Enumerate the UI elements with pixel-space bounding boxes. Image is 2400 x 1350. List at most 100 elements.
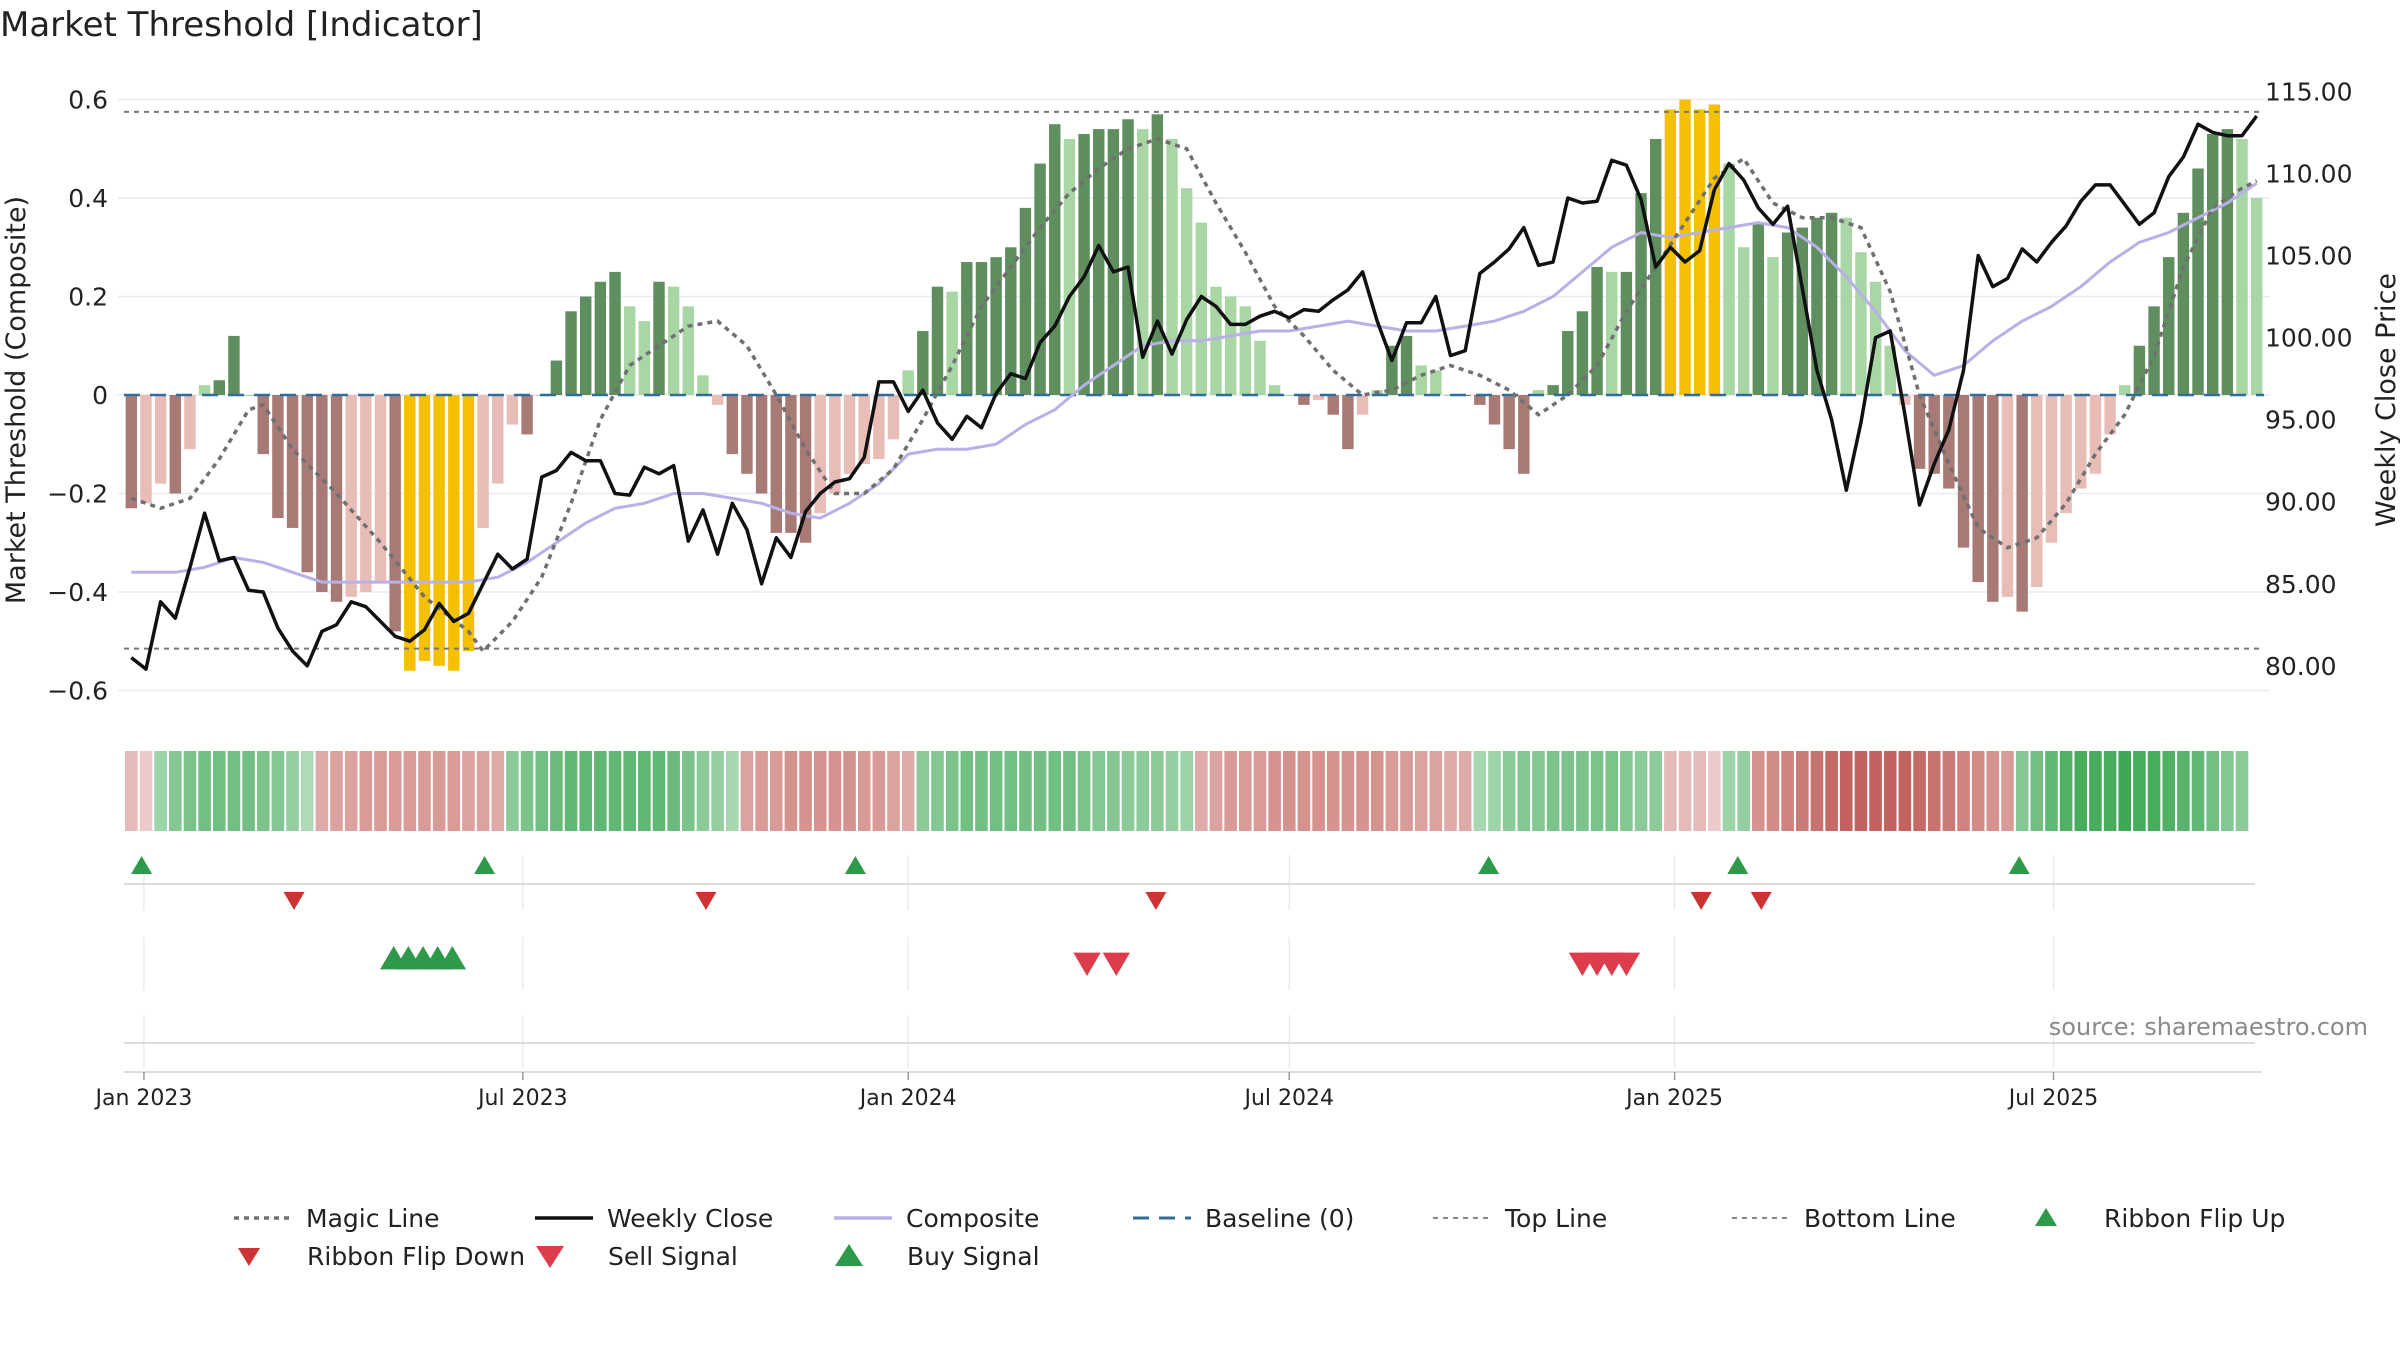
ribbon-cell xyxy=(2162,751,2176,831)
ribbon-flip-down-marker xyxy=(283,892,305,910)
y2-tick-label: 115.00 xyxy=(2265,77,2352,106)
x-tick-label: Jul 2025 xyxy=(2007,1086,2099,1111)
composite-bar xyxy=(2031,395,2043,588)
composite-bar xyxy=(389,395,401,632)
composite-bar xyxy=(433,395,445,666)
composite-bar xyxy=(2089,395,2102,474)
ribbon-cell xyxy=(1444,751,1457,831)
composite-bar xyxy=(2236,138,2248,395)
y2-tick-label: 105.00 xyxy=(2265,241,2352,270)
source-note: source: sharemaestro.com xyxy=(2049,1013,2368,1041)
ribbon-cell xyxy=(872,751,886,831)
ribbon-cell xyxy=(1693,751,1706,831)
x-tick-label: Jul 2023 xyxy=(476,1086,568,1111)
ribbon-cell xyxy=(1869,751,1882,831)
composite-bar xyxy=(902,370,914,395)
ribbon-cell xyxy=(212,751,226,831)
legend: Magic Line Weekly Close Composite Baseline … xyxy=(234,1204,2285,1271)
ribbon-cell xyxy=(1429,751,1443,831)
composite-bar xyxy=(2163,257,2175,395)
ribbon-cell xyxy=(1414,751,1428,831)
ribbon-cell xyxy=(901,751,915,831)
composite-bar xyxy=(1268,385,1281,395)
ribbon-cell xyxy=(1546,751,1560,831)
y2-tick-label: 80.00 xyxy=(2265,652,2337,681)
composite-bar xyxy=(1063,138,1076,395)
ribbon-cell xyxy=(682,751,695,831)
ribbon-cell xyxy=(1209,751,1223,831)
ribbon-flip-up-marker xyxy=(474,856,496,874)
composite-bar xyxy=(301,395,313,573)
composite-bar xyxy=(1928,395,1940,474)
weekly-close-line xyxy=(130,114,2259,671)
ribbon-cell xyxy=(315,751,329,831)
ribbon-cell xyxy=(1576,751,1589,831)
ribbon-cell xyxy=(432,751,446,831)
composite-bar xyxy=(917,330,929,395)
composite-bar xyxy=(2001,395,2014,597)
ribbon-flip-down-marker xyxy=(1750,892,1772,910)
y2-tick-label: 85.00 xyxy=(2265,570,2337,599)
composite-bar xyxy=(1855,252,1867,395)
composite-bar xyxy=(1283,395,1295,396)
legend-swatch xyxy=(2035,1208,2057,1226)
ribbon-cell xyxy=(2191,751,2205,831)
ribbon-cell xyxy=(1766,751,1780,831)
ribbon-cell xyxy=(1986,751,2000,831)
composite-bar xyxy=(1987,395,1999,602)
ribbon-cell xyxy=(1502,751,1516,831)
ribbon-cell xyxy=(887,751,900,831)
composite-bar xyxy=(462,395,475,652)
ribbon-cell xyxy=(1517,751,1531,831)
composite-bar xyxy=(1298,395,1310,405)
ribbon-cell xyxy=(1268,751,1281,831)
composite-bar xyxy=(1679,99,1691,395)
y-tick-label: −0.2 xyxy=(47,479,108,508)
ribbon-cell xyxy=(1238,751,1252,831)
legend-label: Weekly Close xyxy=(607,1204,773,1233)
ribbon-cell xyxy=(2118,751,2132,831)
series-lines xyxy=(124,110,2264,671)
buy-signal-marker xyxy=(438,946,466,970)
composite-bar xyxy=(946,291,958,395)
composite-bar xyxy=(2250,198,2263,395)
ribbon-cell xyxy=(1151,751,1164,831)
ribbon-cell xyxy=(740,751,754,831)
composite-bar xyxy=(272,395,284,519)
composite-bar xyxy=(316,395,328,592)
composite-bar xyxy=(550,360,563,395)
composite-bar xyxy=(1737,247,1750,395)
composite-bar xyxy=(477,395,489,528)
ribbon-cell xyxy=(564,751,578,831)
sell-signal-marker xyxy=(1612,952,1641,976)
composite-bar xyxy=(682,306,695,395)
composite-bar xyxy=(1386,345,1398,395)
ribbon-cell xyxy=(1312,751,1325,831)
composite-bar xyxy=(843,395,856,474)
composite-bar xyxy=(1122,119,1134,395)
composite-bar xyxy=(184,395,196,450)
ribbon-cell xyxy=(1370,751,1384,831)
legend-swatch xyxy=(835,1244,863,1266)
ribbon-cell xyxy=(491,751,505,831)
composite-bar xyxy=(1532,390,1545,395)
ribbon-cell xyxy=(813,751,827,831)
legend-label: Bottom Line xyxy=(1804,1204,1956,1233)
ribbon-cell xyxy=(476,751,490,831)
composite-bar xyxy=(1224,296,1237,395)
composite-bar xyxy=(990,257,1002,395)
composite-bar xyxy=(1430,370,1442,395)
ribbon-cell xyxy=(1297,751,1311,831)
ribbon-cell xyxy=(975,751,988,831)
ribbon-cell xyxy=(1942,751,1956,831)
composite-bar xyxy=(1400,335,1413,395)
legend-label: Composite xyxy=(906,1204,1039,1233)
ribbon-flip-up-marker xyxy=(2008,856,2030,874)
ribbon-cell xyxy=(2015,751,2029,831)
composite-bar xyxy=(1840,217,1852,395)
ribbon-cell xyxy=(711,751,724,831)
ribbon-cell xyxy=(1107,751,1120,831)
legend-label: Magic Line xyxy=(306,1204,440,1233)
composite-bar xyxy=(2119,385,2131,395)
composite-bar xyxy=(1254,340,1266,395)
